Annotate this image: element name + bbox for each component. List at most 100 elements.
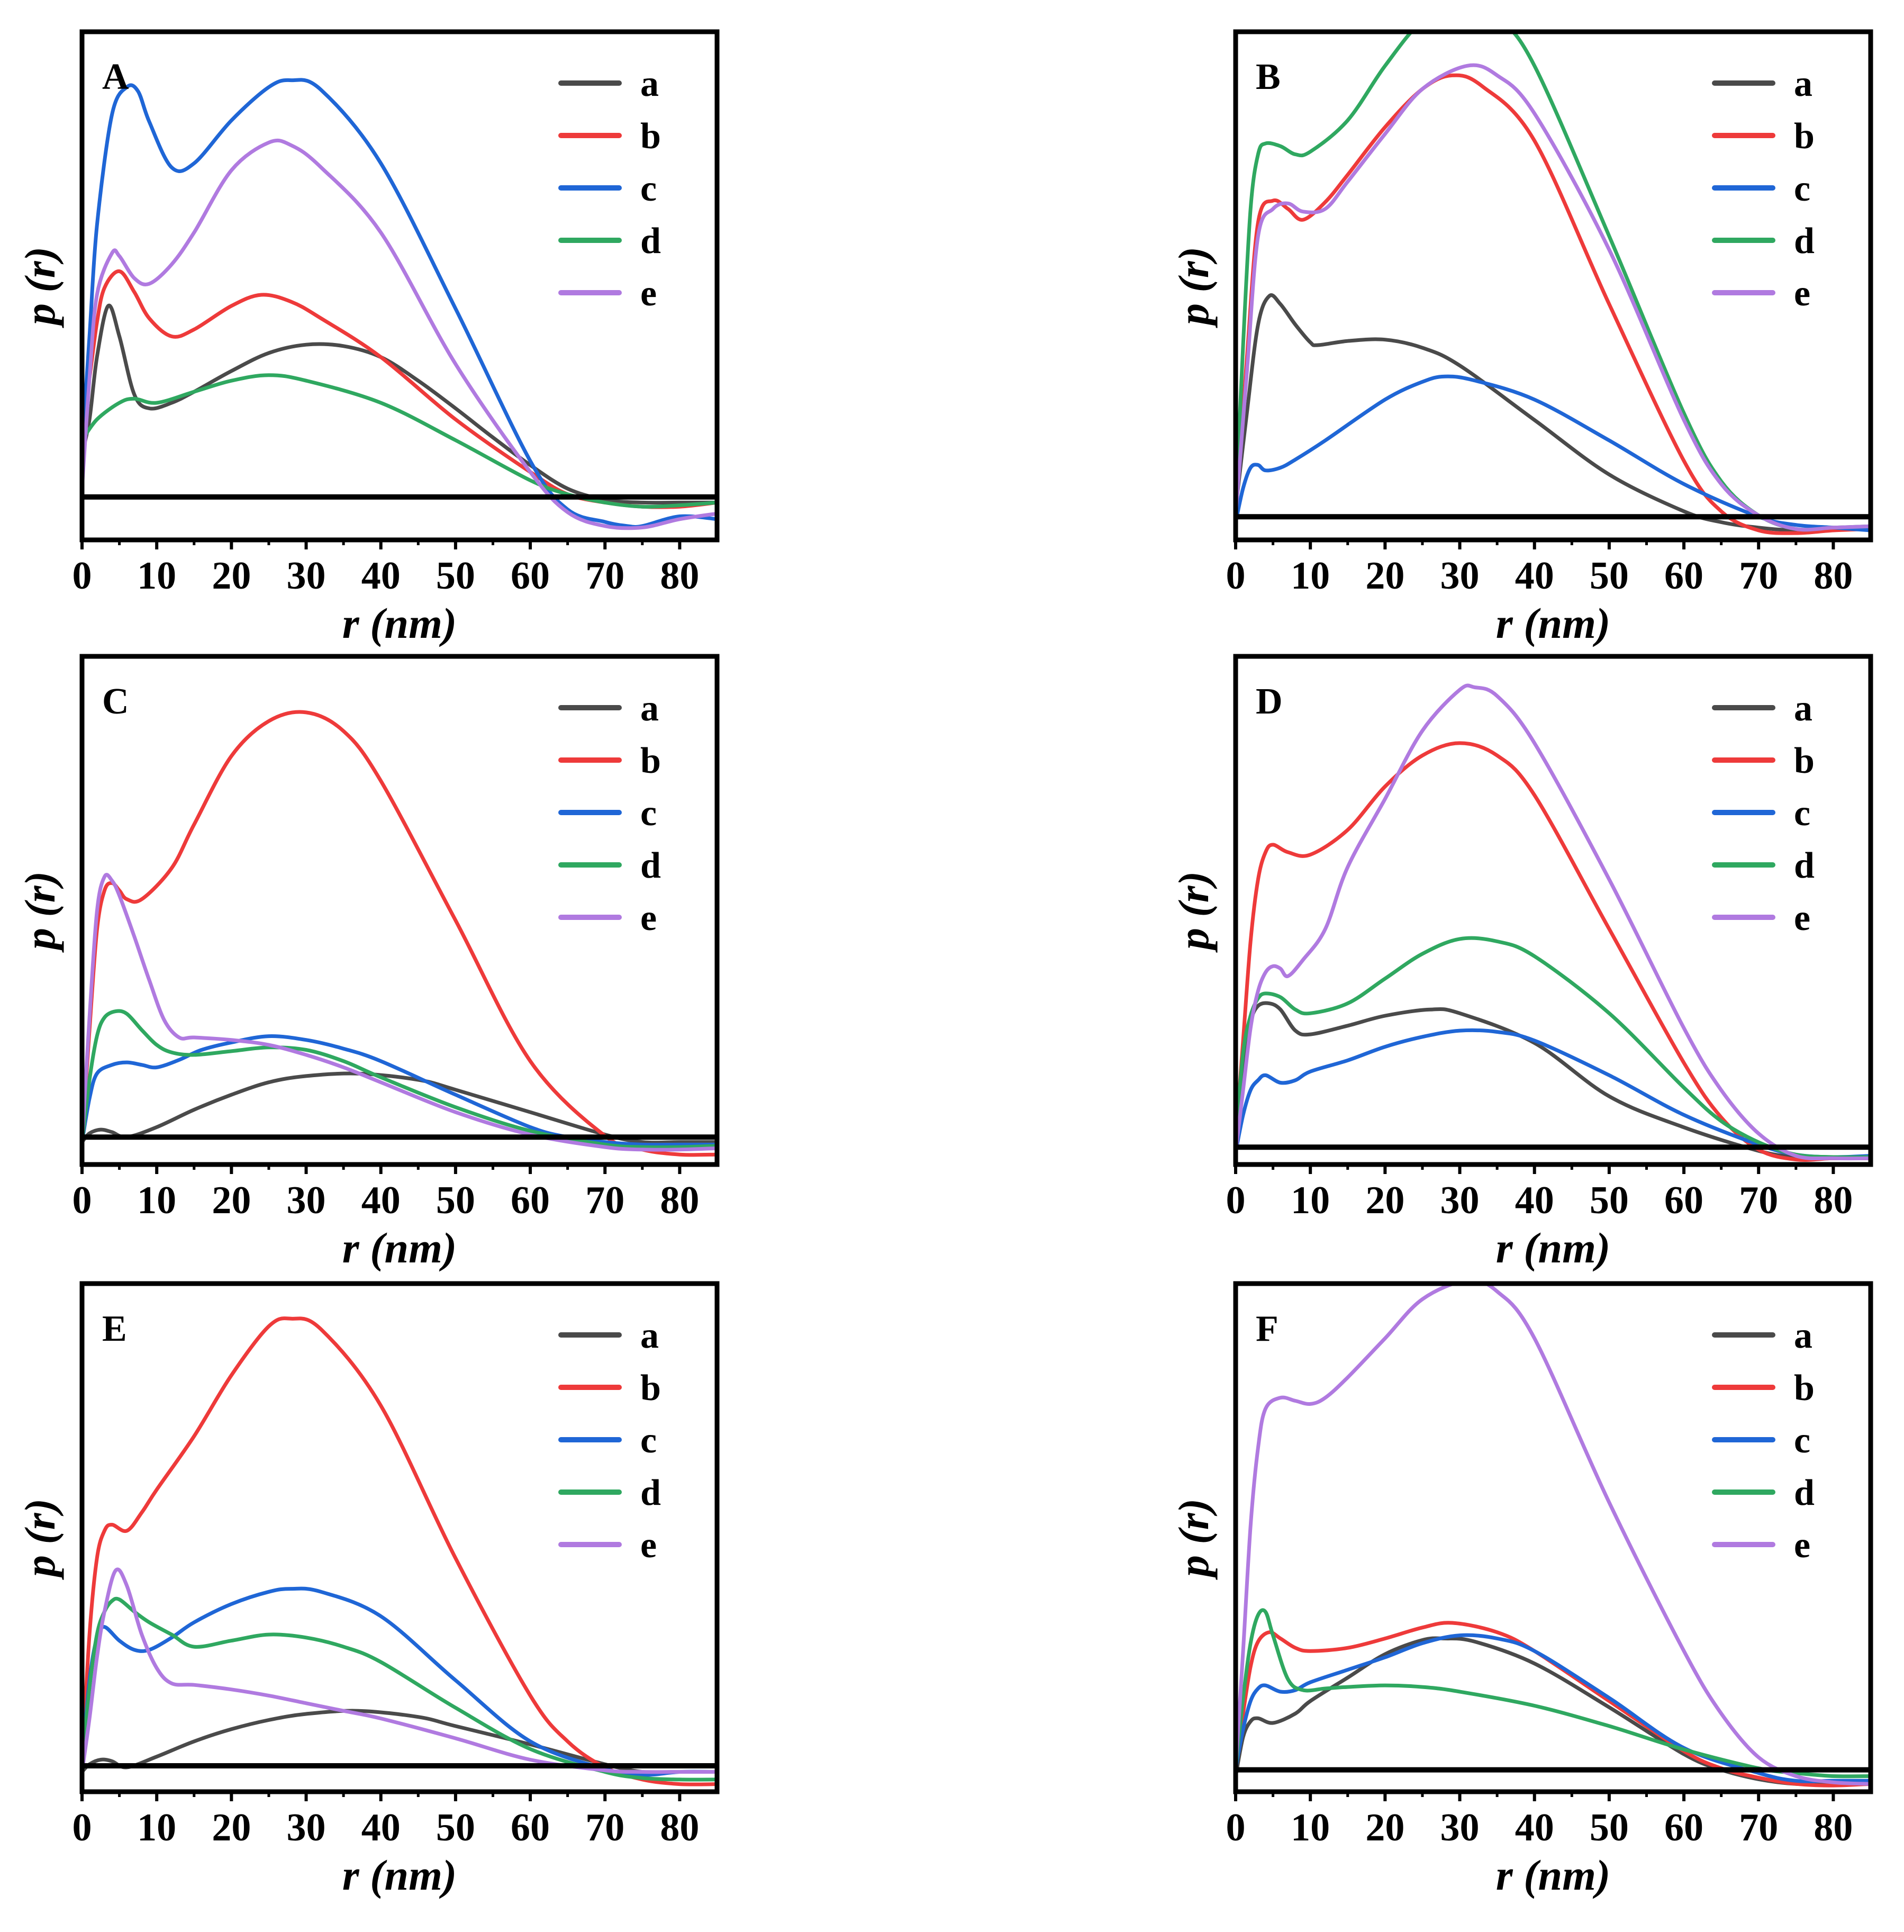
x-tick-label: 20: [212, 1179, 251, 1222]
x-tick-label: 30: [287, 1179, 326, 1222]
x-tick-label: 80: [1814, 1806, 1853, 1849]
legend-label-d: d: [640, 1473, 661, 1513]
legend-label-b: b: [1794, 741, 1815, 781]
x-tick-label: 70: [585, 1179, 624, 1222]
series-line-b: [82, 1316, 717, 1786]
y-axis-label: p (r): [1169, 1498, 1218, 1580]
legend-label-a: a: [1794, 64, 1812, 104]
x-tick-label: 80: [660, 1806, 699, 1849]
y-axis-label: p (r): [16, 247, 64, 328]
legend-label-b: b: [1794, 1368, 1815, 1409]
series-line-e: [1236, 683, 1871, 1161]
legend-label-c: c: [1794, 1420, 1810, 1461]
panel-label: E: [102, 1308, 127, 1349]
legend-label-b: b: [640, 1368, 661, 1409]
series-line-e: [82, 138, 717, 530]
series-line-d: [1236, 936, 1871, 1159]
y-axis-label: p (r): [16, 1498, 64, 1580]
x-tick-label: 60: [511, 1179, 550, 1222]
legend-label-b: b: [640, 116, 661, 157]
series-lines: [1236, 683, 1871, 1162]
series-line-b: [1236, 1621, 1871, 1787]
legend-label-d: d: [1794, 221, 1815, 261]
x-tick-label: 30: [287, 1806, 326, 1849]
x-tick-label: 40: [1515, 554, 1554, 598]
series-line-e: [1236, 63, 1871, 532]
plot-frame: [79, 29, 720, 543]
x-tick-label: 50: [436, 554, 475, 598]
plot-frame: [1233, 1281, 1873, 1794]
y-axis-label: p (r): [16, 871, 64, 953]
series-line-a: [82, 303, 717, 505]
x-tick-label: 40: [361, 1806, 401, 1849]
x-tick-label: 0: [1226, 1806, 1246, 1849]
x-tick-label: 30: [1440, 554, 1480, 598]
x-tick-label: 40: [361, 1179, 401, 1222]
legend-label-a: a: [640, 64, 659, 104]
legend-label-e: e: [640, 898, 657, 938]
x-tick-label: 10: [1291, 1179, 1330, 1222]
legend-label-b: b: [1794, 116, 1815, 157]
legend-label-c: c: [640, 168, 657, 209]
legend-label-d: d: [1794, 1473, 1815, 1513]
x-tick-label: 80: [660, 554, 699, 598]
x-axis-label: r (nm): [342, 1851, 457, 1899]
legend-label-c: c: [640, 793, 657, 834]
series-line-d: [82, 1009, 717, 1150]
legend-label-e: e: [1794, 273, 1810, 314]
legend-label-e: e: [640, 273, 657, 314]
x-tick-label: 80: [1814, 554, 1853, 598]
x-tick-label: 20: [212, 1806, 251, 1849]
panel-label: F: [1256, 1308, 1279, 1349]
x-tick-label: 0: [72, 1179, 92, 1222]
x-tick-label: 50: [436, 1179, 475, 1222]
x-tick-label: 70: [585, 554, 624, 598]
x-tick-label: 20: [1365, 1179, 1404, 1222]
legend-label-a: a: [640, 688, 659, 729]
x-axis-label: r (nm): [1496, 1224, 1610, 1272]
legend-label-c: c: [1794, 168, 1810, 209]
series-line-d: [82, 373, 717, 509]
x-axis-label: r (nm): [342, 599, 457, 647]
y-axis-label: p (r): [1169, 871, 1218, 953]
x-tick-label: 50: [1590, 1179, 1629, 1222]
legend-label-e: e: [1794, 898, 1810, 938]
series-line-d: [1236, 1608, 1871, 1778]
series-line-c: [1236, 1028, 1871, 1159]
legend-label-e: e: [1794, 1525, 1810, 1566]
legend-label-a: a: [640, 1315, 659, 1356]
legend-label-e: e: [640, 1525, 657, 1566]
panel-label: A: [102, 57, 129, 97]
x-tick-label: 0: [1226, 554, 1246, 598]
series-line-c: [82, 1034, 717, 1147]
x-tick-label: 0: [1226, 1179, 1246, 1222]
x-tick-label: 10: [1291, 1806, 1330, 1849]
legend-label-b: b: [640, 741, 661, 781]
x-tick-label: 60: [1664, 1179, 1703, 1222]
x-tick-label: 60: [511, 1806, 550, 1849]
x-tick-label: 60: [1664, 554, 1703, 598]
x-tick-label: 10: [137, 554, 176, 598]
series-line-b: [82, 710, 717, 1157]
x-tick-label: 80: [1814, 1179, 1853, 1222]
legend-label-d: d: [640, 221, 661, 261]
x-tick-label: 0: [72, 1806, 92, 1849]
x-tick-label: 20: [1365, 554, 1404, 598]
x-tick-label: 10: [1291, 554, 1330, 598]
x-tick-label: 80: [660, 1179, 699, 1222]
x-tick-label: 70: [1739, 554, 1778, 598]
x-tick-label: 60: [1664, 1806, 1703, 1849]
x-axis-label: r (nm): [342, 1224, 457, 1272]
series-line-e: [1236, 1284, 1871, 1786]
x-tick-label: 70: [1739, 1179, 1778, 1222]
